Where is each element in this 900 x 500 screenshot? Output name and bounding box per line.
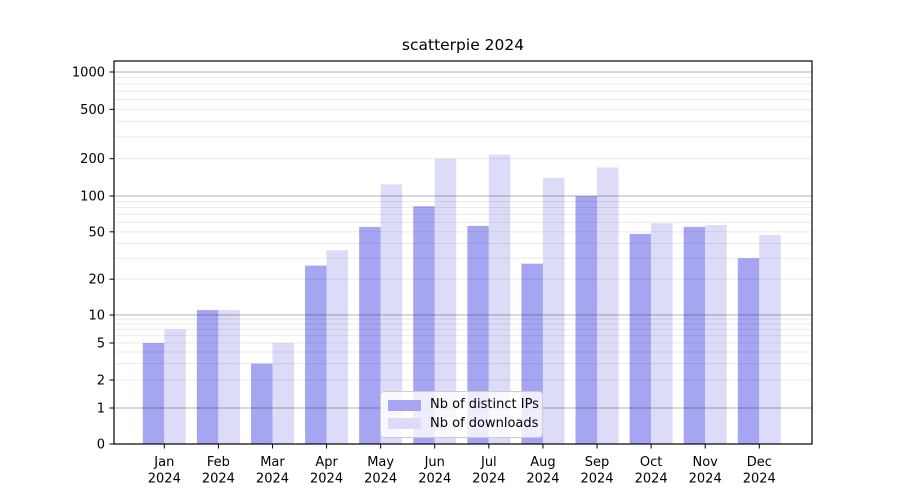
- legend-swatch-downloads: [388, 418, 421, 430]
- y-tick-label: 500: [80, 103, 105, 118]
- plot-border: [113, 60, 813, 445]
- x-tick-label-month: Mar: [260, 455, 285, 470]
- x-tick-label-year: 2024: [689, 472, 722, 487]
- y-tick-label: 50: [88, 225, 105, 240]
- bar-aug-downloads: [542, 177, 565, 444]
- x-tick-label-month: Jun: [424, 455, 445, 470]
- bar-jan-downloads: [164, 329, 186, 444]
- bar-mar-distinct-ips: [250, 363, 273, 444]
- x-tick-label-year: 2024: [526, 472, 559, 487]
- bar-jun-distinct-ips: [413, 206, 435, 444]
- bar-sep-distinct-ips: [575, 196, 598, 444]
- y-tick-label: 1: [97, 402, 105, 417]
- x-tick-label-year: 2024: [743, 472, 776, 487]
- bar-mar-downloads: [272, 343, 294, 444]
- gridlines: [114, 71, 812, 409]
- x-tick-label-year: 2024: [472, 472, 505, 487]
- bar-oct-distinct-ips: [629, 233, 652, 444]
- y-tick-label: 0: [97, 438, 105, 453]
- y-tick-label: 20: [88, 273, 105, 288]
- bar-may-downloads: [380, 184, 403, 445]
- x-tick-label-year: 2024: [580, 472, 613, 487]
- y-tick-label: 100: [80, 190, 105, 205]
- bar-jul-distinct-ips: [467, 225, 489, 444]
- x-tick-label-year: 2024: [256, 472, 289, 487]
- bar-sep-downloads: [597, 167, 619, 445]
- y-tick-label: 5: [97, 337, 105, 352]
- bar-jun-downloads: [434, 158, 457, 445]
- x-tick-label-month: May: [367, 455, 394, 470]
- legend: Nb of distinct IPs Nb of downloads: [380, 391, 543, 438]
- bars: [142, 154, 781, 445]
- x-tick-label-year: 2024: [202, 472, 235, 487]
- x-tick-label-month: Sep: [585, 455, 610, 470]
- bar-feb-downloads: [218, 310, 240, 444]
- x-tick-label-year: 2024: [148, 472, 181, 487]
- x-tick-label-year: 2024: [418, 472, 451, 487]
- bar-apr-distinct-ips: [305, 265, 327, 444]
- bar-may-distinct-ips: [359, 226, 381, 444]
- bar-nov-downloads: [705, 225, 727, 444]
- bar-jul-downloads: [488, 154, 511, 444]
- x-tick-label-year: 2024: [310, 472, 343, 487]
- chart-title: scatterpie 2024: [401, 36, 525, 54]
- legend-label-distinct-ips: Nb of distinct IPs: [430, 397, 539, 413]
- x-tick-label-month: Nov: [693, 455, 719, 470]
- legend-swatch-distinct-ips: [388, 399, 421, 411]
- bar-jan-distinct-ips: [142, 343, 165, 444]
- x-tick-label-month: Oct: [640, 455, 662, 470]
- x-tick-label-month: Aug: [530, 455, 555, 470]
- x-tick-label-month: Feb: [207, 455, 230, 470]
- bar-dec-downloads: [759, 235, 781, 444]
- x-tick-label-year: 2024: [364, 472, 397, 487]
- y-tick-label: 1000: [72, 66, 105, 81]
- bar-feb-distinct-ips: [196, 310, 219, 444]
- y-tick-label: 2: [97, 374, 105, 389]
- legend-label-downloads: Nb of downloads: [430, 415, 539, 431]
- x-tick-label-month: Jan: [153, 455, 174, 470]
- x-tick-label-month: Jul: [480, 455, 497, 470]
- legend-item-downloads: Nb of downloads: [388, 415, 539, 432]
- x-tick-label-year: 2024: [635, 472, 668, 487]
- y-tick-label: 200: [80, 152, 105, 167]
- bar-nov-distinct-ips: [683, 226, 706, 444]
- y-tick-label: 10: [88, 309, 105, 324]
- x-axis: Jan 2024 Feb 2024 Mar 2024 Apr 2024 May 2024 Jun 20…: [148, 444, 776, 487]
- x-tick-label-month: Dec: [747, 455, 772, 470]
- bar-oct-downloads: [651, 223, 673, 444]
- legend-item-distinct-ips: Nb of distinct IPs: [388, 397, 539, 413]
- bar-apr-downloads: [326, 250, 349, 444]
- y-axis: 0 1 2 5 10 20 50 100 200 500 1000: [72, 66, 114, 453]
- bar-dec-distinct-ips: [737, 258, 760, 444]
- x-tick-label-month: Apr: [315, 455, 338, 470]
